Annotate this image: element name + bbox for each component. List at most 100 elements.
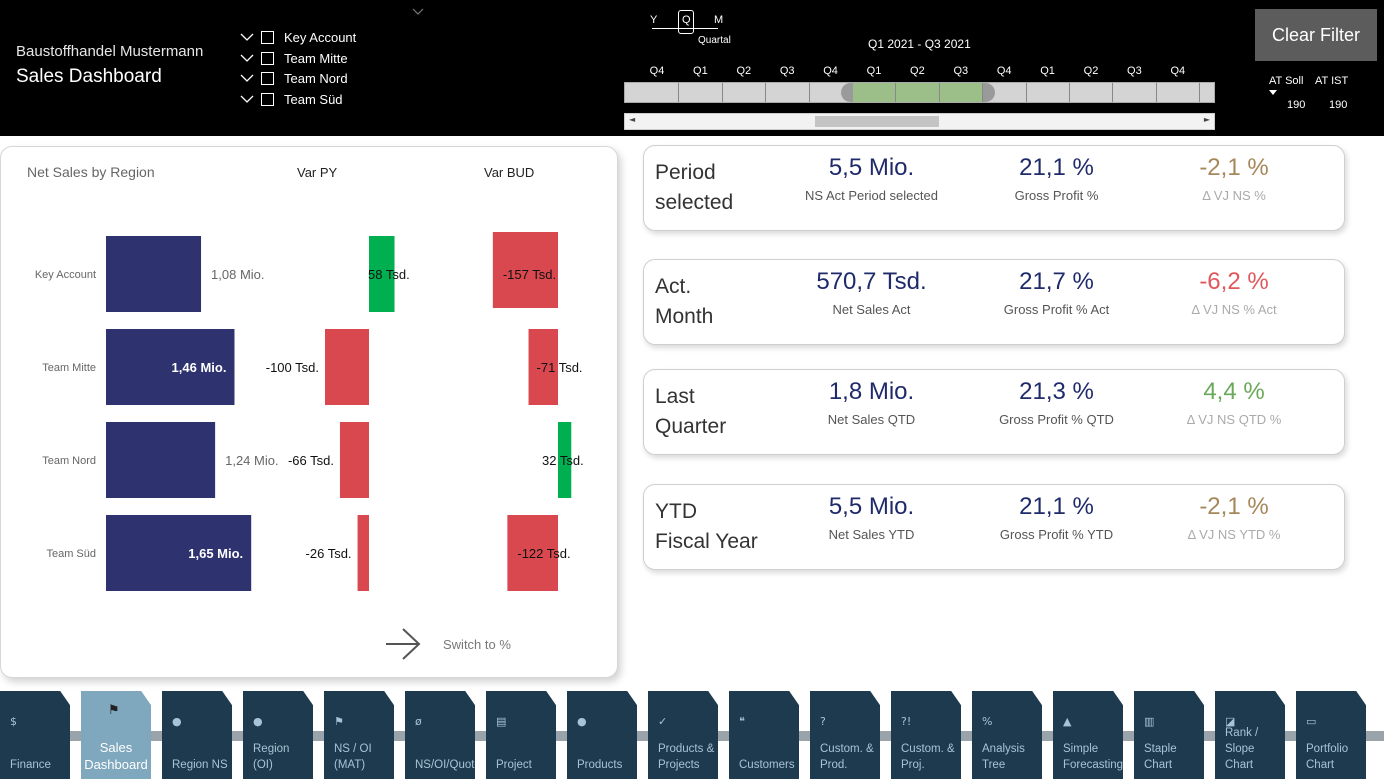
timeline-handle-left[interactable]: [841, 83, 853, 102]
nav-tab[interactable]: ● Products: [567, 691, 637, 779]
nav-tab[interactable]: ?! Custom. & Proj.: [891, 691, 961, 779]
nav-tab[interactable]: ▲ Simple Forecasting: [1053, 691, 1123, 779]
nav-tab[interactable]: ✓ Products & Projects: [648, 691, 718, 779]
kpi-value: -6,2 %: [1199, 268, 1269, 295]
kpi-subtitle: Δ VJ NS %: [1202, 188, 1266, 203]
nav-tab[interactable]: ❝ Customers: [729, 691, 799, 779]
var-bud-bar: [507, 515, 558, 591]
timeline-quarter-label: Q: [1199, 65, 1215, 77]
checkbox[interactable]: [261, 30, 274, 44]
chevron-down-icon[interactable]: [240, 71, 254, 85]
timeline-quarter-label: Q3: [779, 65, 795, 77]
timeline-quarter-label: Q4: [1170, 65, 1186, 77]
timeline-quarter-label: Q4: [823, 65, 838, 77]
timeline-cell[interactable]: [636, 83, 680, 102]
nav-tab[interactable]: ⚑ NS / OI (MAT): [324, 691, 394, 779]
kpi-delta-vj: -2,1 % Δ VJ NS %: [1154, 154, 1314, 203]
at-soll-header[interactable]: AT Soll: [1269, 75, 1304, 87]
scroll-left-icon[interactable]: ◄: [629, 115, 636, 124]
team-filter-team-sued[interactable]: Team Süd: [240, 90, 343, 108]
category-label: Team Mitte: [42, 362, 96, 374]
slope-chart-icon: ◪: [1225, 715, 1236, 728]
nav-tab-label: Custom. & Prod.: [820, 743, 874, 771]
var-py-header: Var PY: [297, 165, 338, 180]
check-icon: ✓: [658, 715, 668, 728]
net-sales-data-label: 1,08 Mio.: [211, 267, 264, 282]
checkbox[interactable]: [261, 51, 274, 65]
nav-tab-label: Analysis Tree: [982, 743, 1025, 771]
timeline-cell[interactable]: [896, 83, 940, 102]
nav-tab-label: Staple Chart: [1144, 743, 1177, 771]
timeline-slicer[interactable]: [624, 82, 1215, 103]
clear-filter-button[interactable]: Clear Filter: [1255, 9, 1377, 61]
checkbox[interactable]: [261, 92, 274, 106]
nav-tab[interactable]: ? Custom. & Prod.: [810, 691, 880, 779]
timeline-cell[interactable]: [723, 83, 767, 102]
nav-tab-label: Custom. & Proj.: [901, 743, 955, 771]
timeline-quarter-labels: Q4 Q1 Q2 Q3 Q4 Q1 Q2 Q3 Q4 Q1 Q2 Q3 Q4 Q: [635, 65, 1215, 79]
chevron-down-icon[interactable]: [240, 30, 254, 44]
timeline-cell[interactable]: [853, 83, 897, 102]
timeline-cell[interactable]: [679, 83, 723, 102]
var-bud-data-label: -71 Tsd.: [537, 360, 583, 375]
scroll-right-icon[interactable]: ►: [1203, 115, 1210, 124]
kpi-title-line-1: Period: [655, 161, 716, 184]
team-filter-team-nord[interactable]: Team Nord: [240, 69, 348, 87]
kpi-value: 5,5 Mio.: [828, 154, 915, 181]
timeline-cell[interactable]: [766, 83, 810, 102]
quote-icon: ❝: [739, 715, 745, 728]
nav-tab[interactable]: ● Region (OI): [243, 691, 313, 779]
net-sales-chart: Key Account 1,08 Mio. 58 Tsd. -157 Tsd. Team…: [35, 232, 584, 591]
timeline-cell[interactable]: [983, 83, 1027, 102]
nav-tab[interactable]: ▥ Staple Chart: [1134, 691, 1204, 779]
nav-tab[interactable]: ▤ Project: [486, 691, 556, 779]
at-ist-header[interactable]: AT IST: [1315, 75, 1349, 87]
kpi-delta-vj: -6,2 % Δ VJ NS % Act: [1154, 268, 1314, 317]
nav-tab[interactable]: ø NS/OI/Quotes: [405, 691, 475, 779]
timeline-handle-right[interactable]: [983, 83, 996, 102]
arrow-right-icon[interactable]: [385, 627, 421, 661]
switch-to-percent-button[interactable]: Switch to %: [385, 627, 545, 661]
timeline-selection[interactable]: [853, 83, 984, 102]
granularity-year[interactable]: Y: [650, 14, 658, 26]
kpi-value: 21,1 %: [1019, 493, 1094, 520]
scroll-thumb[interactable]: [815, 116, 939, 127]
chevron-down-icon[interactable]: [240, 51, 254, 65]
timeline-cell[interactable]: [1157, 83, 1201, 102]
team-label: Team Süd: [284, 91, 343, 107]
checkbox[interactable]: [261, 71, 274, 85]
timeline-cell[interactable]: [1070, 83, 1114, 102]
interrobang-icon: ?!: [901, 715, 912, 728]
timeline-cell[interactable]: [940, 83, 984, 102]
nav-tab-label: Products & Projects: [658, 743, 715, 771]
chevron-down-icon[interactable]: [240, 92, 254, 106]
nav-tab[interactable]: ◪ Rank / Slope Chart: [1215, 691, 1285, 779]
granularity-handle[interactable]: [678, 10, 694, 34]
team-filter-team-mitte[interactable]: Team Mitte: [240, 49, 348, 67]
granularity-quarter[interactable]: Q: [682, 14, 691, 26]
timeline-cell[interactable]: [1027, 83, 1070, 102]
nav-tab[interactable]: $ Finance: [0, 691, 70, 779]
nav-tab-label: Products: [577, 759, 623, 771]
nav-tab[interactable]: ▭ Portfolio Chart: [1296, 691, 1366, 779]
nav-tab-label: Region NS: [172, 759, 228, 771]
timeline-cell[interactable]: [1113, 83, 1157, 102]
timeline-scrollbar[interactable]: ◄ ►: [624, 113, 1215, 130]
timeline-cell[interactable]: [1200, 83, 1214, 102]
granularity-slider[interactable]: Y Q M Quartal: [648, 10, 731, 50]
net-sales-bar: [106, 236, 202, 312]
project-icon: ▤: [496, 715, 507, 728]
sort-descending-icon: [1269, 90, 1277, 95]
granularity-month[interactable]: M: [714, 14, 724, 26]
team-filter-key-account[interactable]: Key Account: [240, 28, 356, 46]
nav-tab[interactable]: % Analysis Tree: [972, 691, 1042, 779]
question-icon: ?: [820, 715, 826, 728]
kpi-subtitle: Gross Profit % Act: [1003, 302, 1110, 317]
at-soll-value: 190: [1287, 99, 1306, 111]
nav-tab-label: Sales Dashboard: [84, 740, 148, 772]
nav-tab[interactable]: ● Region NS: [162, 691, 232, 779]
nav-tab[interactable]: ⚑ Sales Dashboard: [81, 691, 151, 779]
kpi-title-line-2: Fiscal Year: [655, 530, 758, 553]
chevron-down-icon[interactable]: [412, 6, 424, 18]
net-sales-data-label: 1,46 Mio.: [172, 360, 227, 375]
